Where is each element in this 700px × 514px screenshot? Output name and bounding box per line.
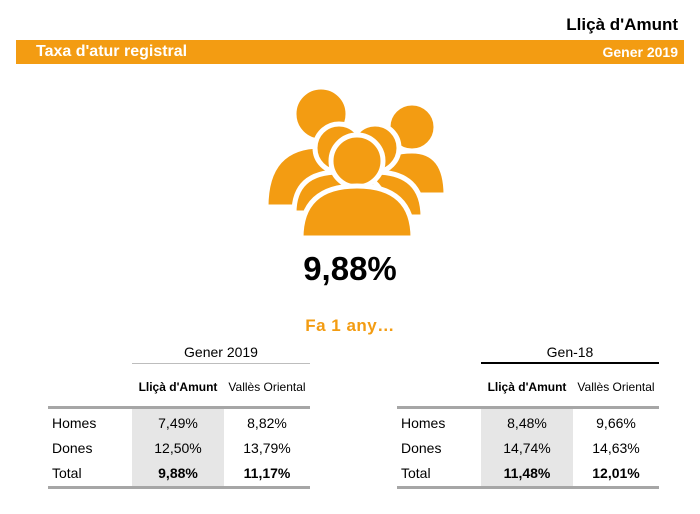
row-label: Dones (401, 440, 442, 456)
people-group-icon (263, 88, 449, 240)
cell-region: 14,63% (592, 440, 640, 456)
cell-region: 9,66% (596, 415, 636, 431)
report-period: Gener 2019 (602, 44, 679, 60)
cell-region: 12,01% (592, 465, 640, 481)
municipality-column-shading (481, 409, 573, 486)
column-header-municipality: Lliçà d'Amunt (138, 380, 218, 394)
rates-table-year-ago: Gen-18 Lliçà d'Amunt Vallès Oriental Hom… (397, 344, 659, 490)
municipality-column-shading (132, 409, 224, 486)
row-label: Homes (52, 415, 97, 431)
main-unemployment-rate: 9,88% (303, 250, 397, 287)
table-bottom-divider (397, 486, 659, 489)
column-header-region: Vallès Oriental (577, 380, 655, 394)
cell-region: 13,79% (243, 440, 291, 456)
table-row-total: Total 11,48% 12,01% (397, 461, 659, 485)
cell-municipality: 12,50% (154, 440, 202, 456)
table-period-header: Gener 2019 (132, 344, 310, 364)
cell-municipality: 7,49% (158, 415, 198, 431)
cell-region: 11,17% (243, 465, 291, 481)
table-row-dones: Dones 12,50% 13,79% (48, 436, 310, 460)
cell-municipality: 14,74% (503, 440, 551, 456)
table-period-header: Gen-18 (481, 344, 659, 364)
table-header-divider (48, 406, 310, 409)
rates-table-current: Gener 2019 Lliçà d'Amunt Vallès Oriental… (48, 344, 310, 490)
column-header-municipality: Lliçà d'Amunt (487, 380, 567, 394)
row-label: Total (401, 465, 431, 481)
header-banner: Taxa d'atur registral Gener 2019 (16, 40, 684, 64)
table-header-divider (397, 406, 659, 409)
table-bottom-divider (48, 486, 310, 489)
year-ago-heading: Fa 1 any… (305, 316, 395, 335)
table-row-homes: Homes 8,48% 9,66% (397, 411, 659, 435)
row-label: Total (52, 465, 82, 481)
indicator-title: Taxa d'atur registral (36, 43, 188, 60)
column-header-region: Vallès Oriental (228, 380, 306, 394)
cell-municipality: 9,88% (158, 465, 198, 481)
cell-region: 8,82% (247, 415, 287, 431)
cell-municipality: 8,48% (507, 415, 547, 431)
table-row-homes: Homes 7,49% 8,82% (48, 411, 310, 435)
row-label: Dones (52, 440, 93, 456)
table-row-total: Total 9,88% 11,17% (48, 461, 310, 485)
municipality-name: Lliçà d'Amunt (566, 15, 678, 34)
table-row-dones: Dones 14,74% 14,63% (397, 436, 659, 460)
row-label: Homes (401, 415, 446, 431)
cell-municipality: 11,48% (503, 465, 551, 481)
